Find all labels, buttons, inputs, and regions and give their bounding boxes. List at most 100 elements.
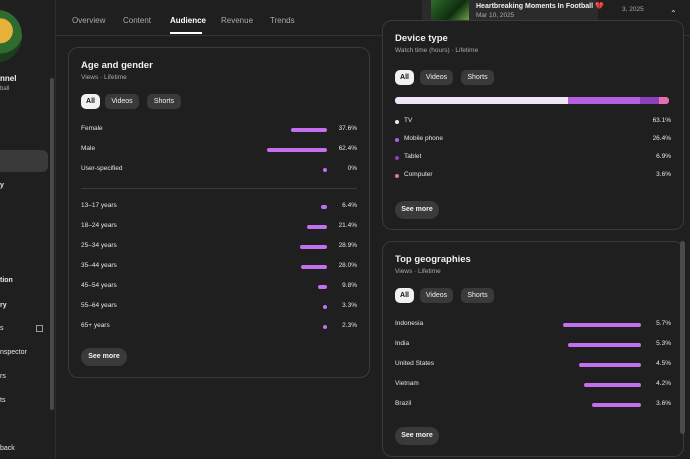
row-value: 62.4% (338, 145, 357, 152)
row-bar (323, 168, 327, 172)
row-value: 9.8% (342, 282, 357, 289)
row-label: Brazil (395, 400, 412, 407)
row-label: 35–44 years (81, 262, 117, 269)
device-segment (659, 97, 669, 104)
chip-shorts[interactable]: Shorts (461, 70, 494, 85)
sidebar-item[interactable]: ts (0, 397, 6, 404)
video-thumbnail[interactable] (431, 0, 469, 20)
row-value: 5.3% (656, 340, 671, 347)
row-bar (321, 205, 327, 209)
bar-row: Female 37.6% (81, 125, 357, 137)
bar-row: 25–34 years 28.9% (81, 242, 357, 254)
row-value: 4.2% (656, 380, 671, 387)
card-subtitle: Watch time (hours) · Lifetime (395, 47, 479, 54)
device-value: 6.9% (656, 153, 671, 160)
row-label: United States (395, 360, 435, 367)
bar-row: User-specified 0% (81, 165, 357, 177)
sidebar-item[interactable]: rs (0, 373, 6, 380)
card-subtitle: Views · Lifetime (81, 74, 127, 81)
notification-date: Mar 10, 2025 (476, 12, 515, 19)
sidebar-item[interactable]: y (0, 182, 4, 189)
row-bar (579, 363, 641, 367)
sidebar-item[interactable]: s (0, 325, 4, 332)
tab-audience[interactable]: Audience (170, 16, 207, 25)
channel-avatar[interactable] (0, 10, 22, 62)
chip-shorts[interactable]: Shorts (461, 288, 494, 303)
chip-videos[interactable]: Videos (420, 70, 453, 85)
filter-chips: All Videos Shorts (395, 70, 535, 85)
row-label: 13–17 years (81, 202, 117, 209)
tab-revenue[interactable]: Revenue (221, 16, 254, 25)
sidebar-item[interactable]: ry (0, 302, 7, 309)
sidebar-scrollbar[interactable] (50, 78, 54, 410)
sidebar-active-highlight (0, 150, 48, 172)
row-value: 28.9% (338, 242, 357, 249)
device-legend-row: TV 63.1% (395, 117, 671, 129)
row-bar (568, 343, 641, 347)
see-more-button[interactable]: See more (395, 201, 439, 219)
sidebar-item[interactable]: back (0, 445, 15, 452)
notification-title: Heartbreaking Moments In Football 💔 (476, 3, 604, 10)
row-value: 37.6% (338, 125, 357, 132)
bar-row: 55–64 years 3.3% (81, 302, 357, 314)
row-bar (563, 323, 641, 327)
row-value: 3.3% (342, 302, 357, 309)
row-bar (323, 305, 327, 309)
device-value: 63.1% (652, 117, 671, 124)
tab-trends[interactable]: Trends (270, 16, 295, 25)
device-value: 3.6% (656, 171, 671, 178)
row-bar (323, 325, 327, 329)
page-scrollbar[interactable] (680, 241, 685, 434)
legend-dot-icon (395, 156, 399, 160)
filter-chips: All Videos Shorts (395, 288, 535, 303)
row-label: Vietnam (395, 380, 419, 387)
chip-shorts[interactable]: Shorts (147, 94, 181, 109)
divider (81, 188, 357, 189)
chevron-up-icon[interactable]: ⌃ (670, 9, 677, 18)
bar-row: 13–17 years 6.4% (81, 202, 357, 214)
bar-row: Brazil 3.6% (395, 400, 671, 412)
row-label: 45–54 years (81, 282, 117, 289)
row-bar (317, 285, 327, 289)
row-label: 18–24 years (81, 222, 117, 229)
legend-dot-icon (395, 174, 399, 178)
device-label: TV (404, 117, 413, 124)
tab-active-underline (170, 32, 202, 34)
see-more-button[interactable]: See more (395, 427, 439, 445)
row-label: Indonesia (395, 320, 424, 327)
legend-dot-icon (395, 120, 399, 124)
device-stacked-bar (395, 97, 669, 104)
chip-videos[interactable]: Videos (105, 94, 139, 109)
device-value: 26.4% (652, 135, 671, 142)
bar-row: India 5.3% (395, 340, 671, 352)
tab-overview[interactable]: Overview (72, 16, 106, 25)
card-subtitle: Views · Lifetime (395, 268, 441, 275)
chip-videos[interactable]: Videos (420, 288, 453, 303)
row-bar (583, 383, 641, 387)
chip-all[interactable]: All (81, 94, 100, 109)
sidebar-item[interactable]: nspector (0, 349, 27, 356)
bar-row: 45–54 years 9.8% (81, 282, 357, 294)
device-legend-row: Computer 3.6% (395, 171, 671, 183)
row-label: India (395, 340, 410, 347)
device-legend-row: Mobile phone 26.4% (395, 135, 671, 147)
row-label: 25–34 years (81, 242, 117, 249)
bar-row: Vietnam 4.2% (395, 380, 671, 392)
tab-content[interactable]: Content (123, 16, 152, 25)
device-segment (395, 97, 568, 104)
row-bar (290, 128, 327, 132)
bar-row: Male 62.4% (81, 145, 357, 157)
chip-all[interactable]: All (395, 288, 414, 303)
row-label: User-specified (81, 165, 123, 172)
sidebar-item[interactable]: tion (0, 277, 13, 284)
top-geographies-card: Top geographies Views · Lifetime All Vid… (382, 241, 684, 457)
row-value: 21.4% (338, 222, 357, 229)
filter-chips: All Videos Shorts (81, 94, 221, 109)
top-tabs: Overview Content Audience Revenue Trends (56, 0, 690, 36)
age-gender-card: Age and gender Views · Lifetime All Vide… (68, 47, 370, 378)
row-value: 4.5% (656, 360, 671, 367)
see-more-button[interactable]: See more (81, 348, 127, 366)
device-label: Computer (404, 171, 433, 178)
chip-all[interactable]: All (395, 70, 414, 85)
